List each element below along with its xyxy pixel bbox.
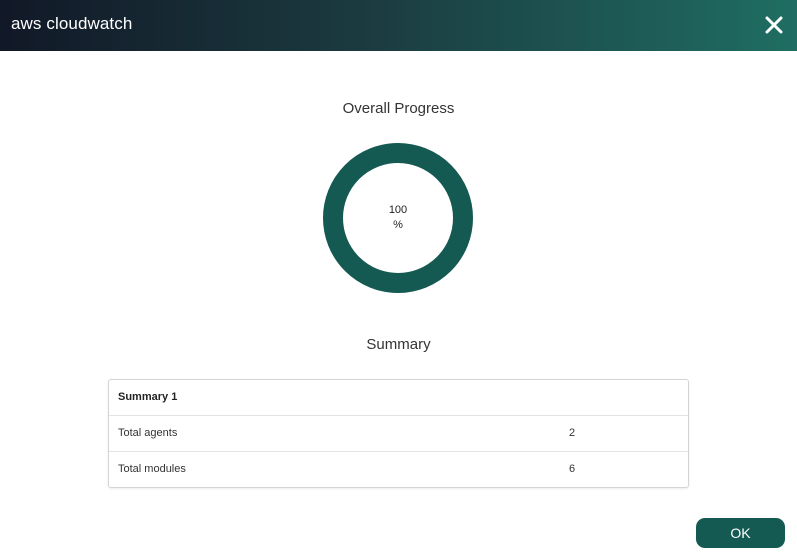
- summary-table: Summary 1 Total agents 2 Total modules 6: [108, 379, 689, 488]
- progress-ring-fill: [323, 143, 473, 293]
- progress-heading: Overall Progress: [342, 100, 455, 117]
- close-icon: [765, 16, 783, 34]
- row-value: 2: [569, 427, 576, 439]
- row-label: Total modules: [118, 463, 186, 475]
- summary-table-header: Summary 1: [109, 380, 688, 415]
- table-row: Total agents 2: [109, 415, 688, 451]
- close-button[interactable]: [761, 12, 787, 38]
- dialog-titlebar: aws cloudwatch: [0, 0, 797, 51]
- progress-ring: [323, 143, 473, 293]
- row-value: 6: [569, 463, 576, 475]
- progress-unit: %: [393, 219, 403, 231]
- ok-button[interactable]: OK: [696, 518, 785, 548]
- progress-label: 100 %: [323, 143, 473, 293]
- summary-table-title: Summary 1: [118, 391, 178, 403]
- dialog-title: aws cloudwatch: [11, 14, 133, 33]
- summary-heading: Summary: [366, 336, 431, 353]
- row-label: Total agents: [118, 427, 178, 439]
- table-row: Total modules 6: [109, 451, 688, 487]
- progress-donut: 100 %: [323, 143, 473, 293]
- progress-value: 100: [388, 204, 408, 216]
